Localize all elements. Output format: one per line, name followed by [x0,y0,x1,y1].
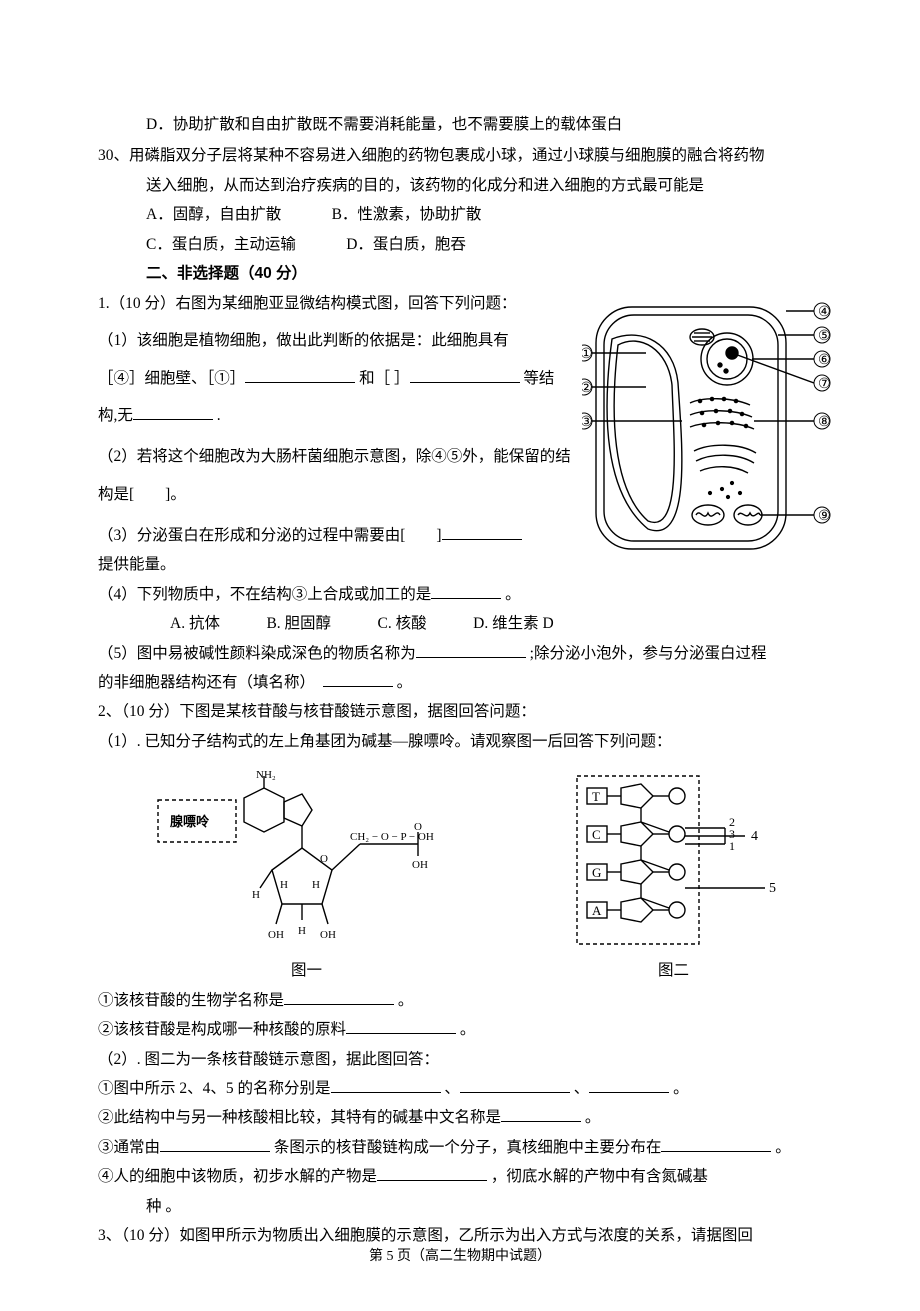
q2-i5: ③通常由 条图示的核苷酸链构成一个分子，真核细胞中主要分布在 。 [98,1133,832,1162]
q1-p4: （4）下列物质中，不在结构③上合成或加工的是 。 [98,580,832,609]
svg-text:A: A [592,903,602,918]
svg-text:O: O [320,853,328,865]
q30-stem-l2: 送入细胞，从而达到治疗疾病的目的，该药物的化成分和进入细胞的方式最可能是 [98,171,832,200]
page-footer: 第 5 页（高二生物期中试题） [0,1244,920,1271]
svg-text:C: C [592,827,601,842]
svg-text:T: T [592,789,600,804]
q1-p5a: （5）图中易被碱性颜料染成深色的物质名称为 ;除分泌小泡外，参与分泌蛋白过程 [98,639,832,668]
q1-p5b: 的非细胞器结构还有（填名称） 。 [98,668,832,697]
fig1-caption: 图一 [152,956,462,985]
blank[interactable] [133,403,213,420]
q30-stem-l1: 30、用磷脂双分子层将某种不容易进入细胞的药物包裹成小球，通过小球膜与细胞膜的融… [98,141,832,170]
blank[interactable] [460,1077,570,1094]
svg-text:⑦: ⑦ [818,377,831,392]
svg-text:②: ② [582,381,593,396]
q2-i3: ①图中所示 2、4、5 的名称分别是 、 、 。 [98,1074,832,1103]
fig2-caption: 图二 [569,956,779,985]
blank[interactable] [284,988,394,1005]
q2-i4: ②此结构中与另一种核酸相比较，其特有的碱基中文名称是 。 [98,1103,832,1132]
svg-text:H: H [312,879,320,891]
blank[interactable] [245,366,355,383]
q2-stem: 2、（10 分）下图是某核苷酸与核苷酸链示意图，据图回答问题： [98,697,832,726]
svg-text:①: ① [582,347,593,362]
q30-opt-c: C．蛋白质，主动运输 [146,236,296,253]
svg-text:O: O [414,821,422,833]
q2-i2: ②该核苷酸是构成哪一种核酸的原料 。 [98,1015,832,1044]
blank[interactable] [442,523,522,540]
svg-text:1: 1 [729,839,735,853]
q2-i6: ④人的细胞中该物质，初步水解的产物是 ，彻底水解的产物中有含氮碱基 [98,1162,832,1191]
q2-i6b: 种 。 [98,1192,832,1221]
svg-text:4: 4 [751,829,758,844]
svg-text:5: 5 [769,881,776,896]
q30-opt-a: A．固醇，自由扩散 [146,206,281,223]
blank[interactable] [501,1106,581,1123]
blank[interactable] [346,1018,456,1035]
q2-i1: ①该核苷酸的生物学名称是 。 [98,986,832,1015]
q2-fig-captions: 图一 图二 [98,956,832,985]
svg-text:H: H [252,889,260,901]
svg-text:⑤: ⑤ [818,329,831,344]
svg-text:腺嘌呤: 腺嘌呤 [170,814,210,829]
q30-opt-d: D．蛋白质，胞吞 [346,236,466,253]
svg-text:④: ④ [818,305,831,320]
svg-text:OH: OH [268,929,284,941]
q1-p4-opts: A. 抗体 B. 胆固醇 C. 核酸 D. 维生素 D [98,609,832,638]
q2-figures: 腺嘌呤 NH₂ O CH₂ − O − P − OH O OH OH OH H … [98,770,832,950]
blank[interactable] [377,1165,487,1182]
section2-title: 二、非选择题（40 分） [98,259,832,288]
q30-opt-b: B．性激素，协助扩散 [332,206,482,223]
blank[interactable] [416,641,526,658]
svg-text:⑧: ⑧ [818,415,831,430]
svg-text:⑨: ⑨ [818,509,831,524]
q30-opts-row2: C．蛋白质，主动运输 D．蛋白质，胞吞 [98,230,832,259]
svg-text:OH: OH [412,859,428,871]
blank[interactable] [331,1077,441,1094]
q2-p2intro: （2）. 图二为一条核苷酸链示意图，据此图回答： [98,1045,832,1074]
cell-figure: ① ② ③ ④ ⑤ ⑥ ⑦ ⑧ ⑨ [582,293,832,563]
svg-text:⑥: ⑥ [818,353,831,368]
svg-text:G: G [592,865,601,880]
blank[interactable] [589,1077,669,1094]
blank[interactable] [410,366,520,383]
svg-text:NH₂: NH₂ [256,770,276,781]
q2-fig1: 腺嘌呤 NH₂ O CH₂ − O − P − OH O OH OH OH H … [152,770,462,950]
blank[interactable] [431,582,501,599]
prev-option-d: D．协助扩散和自由扩散既不需要消耗能量，也不需要膜上的载体蛋白 [98,110,832,139]
blank[interactable] [160,1135,270,1152]
q30-opts-row1: A．固醇，自由扩散 B．性激素，协助扩散 [98,200,832,229]
svg-text:OH: OH [320,929,336,941]
q2-intro: （1）. 已知分子结构式的左上角基团为碱基—腺嘌呤。请观察图一后回答下列问题： [98,727,832,756]
blank[interactable] [661,1135,771,1152]
svg-text:H: H [280,879,288,891]
blank[interactable] [323,670,393,687]
svg-text:③: ③ [582,415,593,430]
q2-fig2: T C G A 2 3 1 4 5 [569,770,779,950]
svg-text:H: H [298,925,306,937]
